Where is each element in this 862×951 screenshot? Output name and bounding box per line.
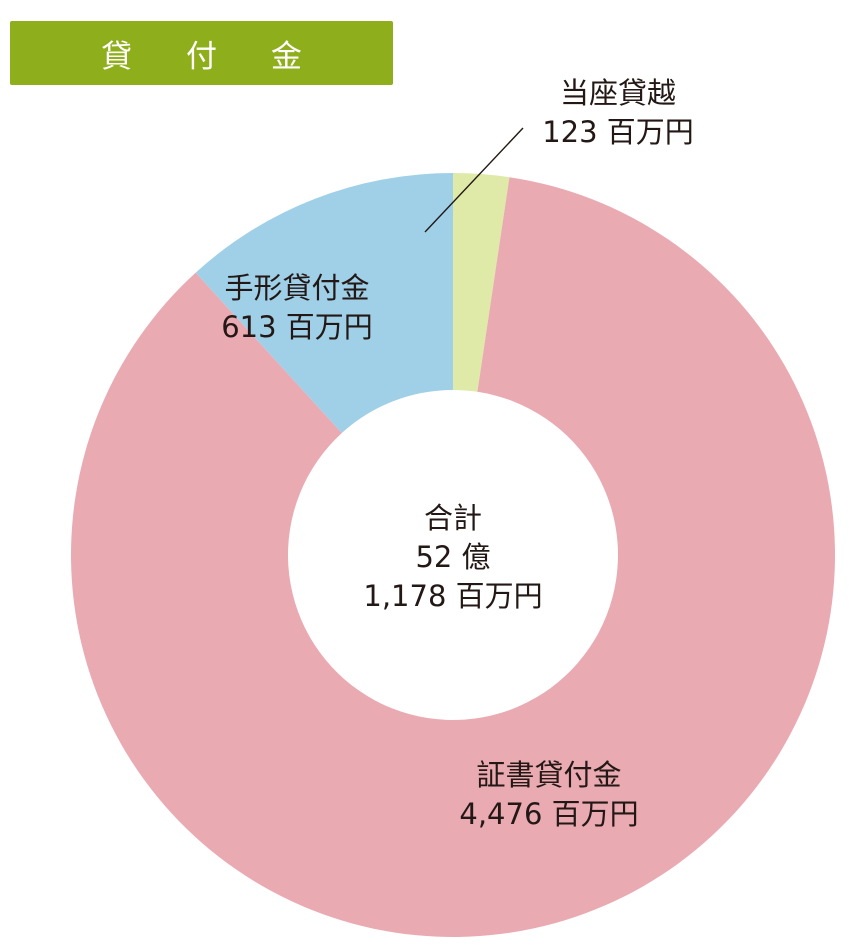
leader-line-overdraft xyxy=(424,127,524,233)
label-bill-loans-name: 手形貸付金 xyxy=(224,271,369,305)
label-bill-loans: 手形貸付金 613 百万円 xyxy=(221,271,373,344)
donut-segment-2 xyxy=(195,173,454,434)
label-deed-loans-name: 証書貸付金 xyxy=(476,758,621,792)
donut-segment-0 xyxy=(453,173,510,392)
label-overdraft-value: 123 百万円 xyxy=(542,115,694,149)
label-deed-loans-value: 4,476 百万円 xyxy=(459,797,638,831)
chart-title: 貸 付 金 xyxy=(101,38,324,75)
chart-title-badge: 貸 付 金 xyxy=(10,21,393,85)
label-deed-loans: 証書貸付金 4,476 百万円 xyxy=(459,758,638,831)
label-overdraft-name: 当座貸越 xyxy=(560,76,676,110)
center-total-label: 合計 xyxy=(424,501,482,535)
donut-segment-1 xyxy=(70,177,835,937)
label-bill-loans-value: 613 百万円 xyxy=(221,310,373,344)
label-overdraft: 当座貸越 123 百万円 xyxy=(542,76,694,149)
center-total: 合計 52 億 1,178 百万円 xyxy=(363,501,542,613)
center-total-oku: 52 億 xyxy=(415,540,490,574)
center-total-value: 1,178 百万円 xyxy=(363,579,542,613)
donut-segments xyxy=(70,173,835,937)
